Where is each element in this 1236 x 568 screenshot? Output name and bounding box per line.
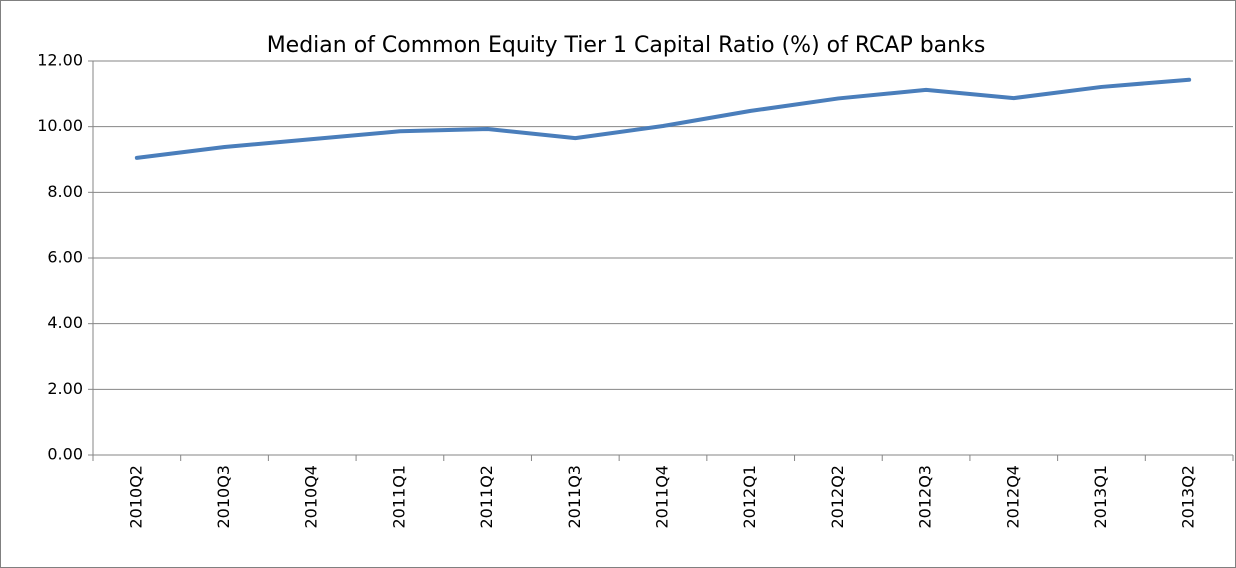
x-tick-label: 2012Q2 [828, 465, 847, 529]
x-tick-label: 2013Q1 [1091, 465, 1110, 529]
x-tick-label: 2011Q4 [653, 465, 672, 529]
y-tick-label: 12.00 [37, 51, 83, 70]
x-tick-label: 2011Q3 [565, 465, 584, 529]
x-tick-label: 2010Q2 [126, 465, 145, 529]
x-tick-label: 2012Q3 [916, 465, 935, 529]
x-tick-label: 2012Q1 [740, 465, 759, 529]
x-tick-label: 2012Q4 [1003, 465, 1022, 529]
y-tick-label: 4.00 [47, 313, 83, 332]
y-tick-label: 10.00 [37, 116, 83, 135]
x-tick-label: 2010Q3 [214, 465, 233, 529]
chart-title: Median of Common Equity Tier 1 Capital R… [267, 33, 986, 58]
x-tick-label: 2010Q4 [302, 465, 321, 529]
y-tick-label: 0.00 [47, 445, 83, 464]
y-tick-label: 6.00 [47, 248, 83, 267]
x-tick-label: 2013Q2 [1179, 465, 1198, 529]
y-tick-label: 2.00 [47, 379, 83, 398]
x-tick-label: 2011Q2 [477, 465, 496, 529]
x-tick-label: 2011Q1 [389, 465, 408, 529]
y-tick-label: 8.00 [47, 182, 83, 201]
data-line [134, 77, 1192, 160]
